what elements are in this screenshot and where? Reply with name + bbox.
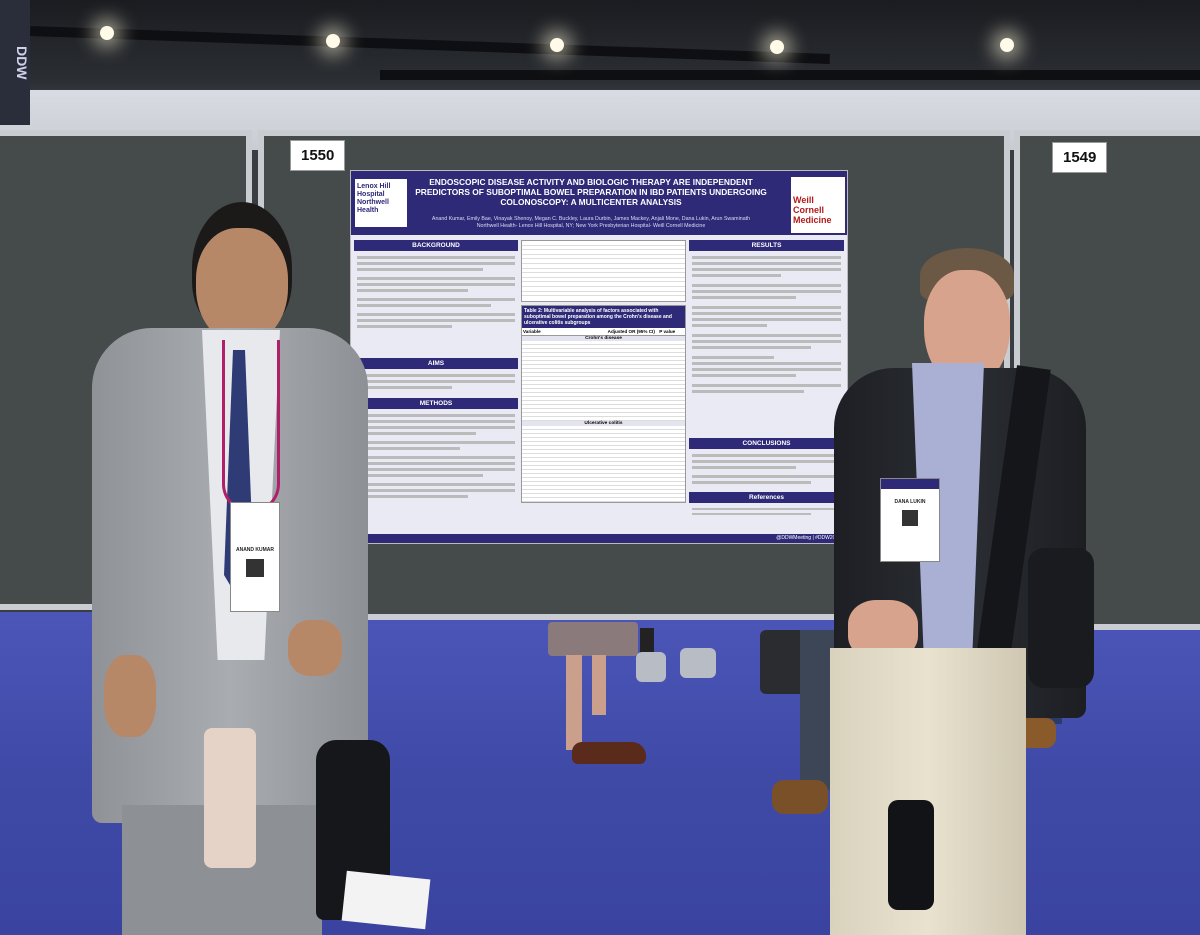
poster-authors: Anand Kumar, Emily Bae, Vinayak Shenoy, … bbox=[413, 216, 769, 230]
weill-cornell-logo: Weill Cornell Medicine bbox=[791, 177, 845, 233]
presenter-right: DANA LUKIN bbox=[828, 248, 1096, 935]
booth-number-1550: 1550 bbox=[290, 140, 346, 171]
poster-right-column: RESULTS CONCLUSIONS References bbox=[689, 237, 844, 521]
section-heading: CONCLUSIONS bbox=[689, 438, 844, 449]
section-heading: METHODS bbox=[354, 398, 518, 409]
shoe bbox=[772, 780, 828, 814]
poster-left-column: BACKGROUND AIMS METHODS bbox=[354, 237, 518, 533]
conclusions-text bbox=[689, 449, 844, 489]
ceiling-light bbox=[770, 40, 784, 54]
paper-on-floor bbox=[341, 870, 431, 930]
table-2: Table 2: Multivariable analysis of facto… bbox=[521, 305, 686, 503]
references-text bbox=[689, 503, 844, 521]
section-heading: References bbox=[689, 492, 844, 503]
table-2-title: Table 2: Multivariable analysis of facto… bbox=[522, 306, 685, 328]
author-list: Anand Kumar, Emily Bae, Vinayak Shenoy, … bbox=[431, 216, 751, 222]
research-poster: Lenox Hill Hospital Northwell Health END… bbox=[350, 170, 848, 544]
section-heading: BACKGROUND bbox=[354, 240, 518, 251]
results-text bbox=[689, 251, 844, 435]
booth-number-1549: 1549 bbox=[1052, 142, 1108, 173]
badge-name: ANAND KUMAR bbox=[235, 547, 275, 553]
ddw-sign: DDW bbox=[0, 0, 30, 125]
badge-name: DANA LUKIN bbox=[894, 499, 926, 505]
section-heading: AIMS bbox=[354, 358, 518, 369]
tote-bag bbox=[204, 728, 256, 868]
background-person-skirt bbox=[548, 622, 638, 656]
poster-footer: @DDWMeeting | #DDW2022 bbox=[351, 534, 847, 543]
sneaker bbox=[636, 652, 666, 682]
table-header: Variable bbox=[523, 329, 541, 334]
table-header: Adjusted OR (95% CI) bbox=[607, 329, 655, 334]
aims-text bbox=[354, 369, 518, 395]
poster-title: ENDOSCOPIC DISEASE ACTIVITY AND BIOLOGIC… bbox=[415, 177, 767, 207]
floor-backpack bbox=[888, 800, 934, 910]
table-header: P value bbox=[659, 329, 676, 334]
lenox-hill-logo: Lenox Hill Hospital Northwell Health bbox=[355, 179, 407, 227]
name-badge: DANA LUKIN bbox=[880, 478, 940, 562]
sneaker bbox=[680, 648, 716, 678]
background-person-leg bbox=[566, 655, 582, 750]
shoe bbox=[572, 742, 646, 764]
ceiling-truss bbox=[380, 70, 1200, 80]
background-text bbox=[354, 251, 518, 355]
name-badge: ANAND KUMAR bbox=[230, 502, 280, 612]
backpack bbox=[1028, 548, 1094, 688]
poster-header: Lenox Hill Hospital Northwell Health END… bbox=[351, 171, 847, 235]
left-hand bbox=[104, 655, 156, 737]
ceiling-light bbox=[100, 26, 114, 40]
section-heading: RESULTS bbox=[689, 240, 844, 251]
background-person-leg bbox=[640, 628, 654, 658]
ceiling-light bbox=[326, 34, 340, 48]
table-subgroup: Crohn's disease bbox=[522, 336, 685, 341]
table-subgroup: Ulcerative colitis bbox=[522, 421, 685, 426]
right-hand bbox=[288, 620, 342, 676]
ceiling-light bbox=[550, 38, 564, 52]
face bbox=[196, 228, 288, 344]
background-person-leg bbox=[592, 655, 606, 715]
author-affiliations: Northwell Health- Lenox Hill Hospital, N… bbox=[476, 223, 706, 229]
poster-middle-column: Table 2: Multivariable analysis of facto… bbox=[521, 237, 686, 503]
ceiling-light bbox=[1000, 38, 1014, 52]
ceiling-truss bbox=[30, 26, 830, 64]
methods-text bbox=[354, 409, 518, 533]
lanyard bbox=[222, 340, 280, 513]
table-1 bbox=[521, 240, 686, 302]
